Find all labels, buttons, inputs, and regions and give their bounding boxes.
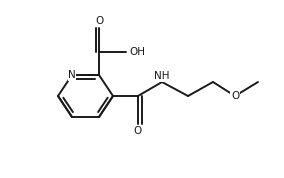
Text: NH: NH: [154, 71, 170, 81]
Text: N: N: [68, 70, 76, 80]
Text: O: O: [134, 126, 142, 136]
Text: O: O: [95, 16, 103, 26]
Text: OH: OH: [129, 47, 145, 57]
Text: O: O: [231, 91, 239, 101]
